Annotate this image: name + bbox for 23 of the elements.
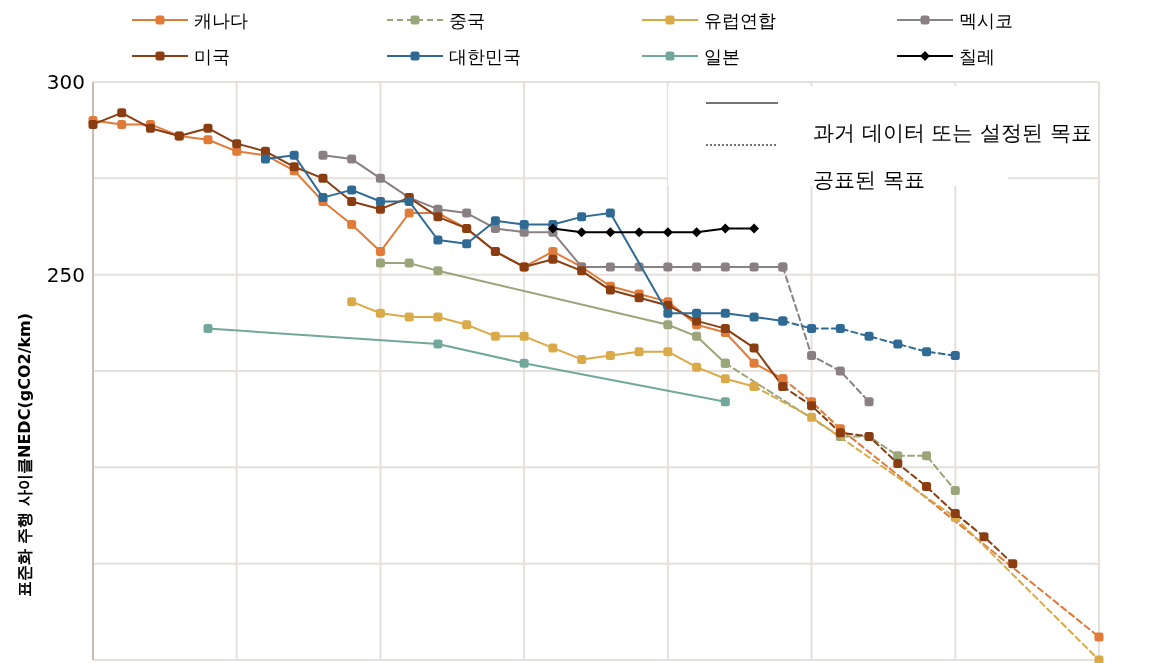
legend-item: 과거 데이터 또는 설정된 목표 (705, 102, 1092, 145)
legend-item: 캐나다 (131, 9, 248, 31)
y-tick-label: 250 (46, 262, 85, 287)
legend-item: 미국 (131, 45, 230, 67)
legend-label: 유럽연합 (704, 9, 776, 31)
legend-label: 대한민국 (449, 45, 521, 67)
annotation: 과거 데이터 또는 설정된 목표 (813, 121, 1092, 145)
legend-item: 유럽연합 (641, 9, 776, 31)
legend-label: 중국 (449, 9, 485, 31)
legend-label: 칠레 (959, 45, 995, 67)
legend-label: 일본 (704, 45, 740, 67)
y-tick-label: 300 (46, 70, 85, 94)
legend-item: 중국 (386, 9, 485, 31)
legend-label: 멕시코 (959, 9, 1013, 31)
legend-item: 공표된 목표 (705, 144, 925, 192)
legend-label: 미국 (194, 45, 230, 67)
legend-item: 칠레 (896, 45, 995, 67)
annotation: 공표된 목표 (813, 168, 925, 192)
legend-label: 캐나다 (194, 9, 248, 31)
legend-item: 멕시코 (896, 9, 1013, 31)
legend-item: 대한민국 (386, 45, 521, 67)
legend-item: 일본 (641, 45, 740, 67)
y-axis-title: 표준화 주행 사이클NEDC(gCO2/km) (14, 312, 34, 598)
